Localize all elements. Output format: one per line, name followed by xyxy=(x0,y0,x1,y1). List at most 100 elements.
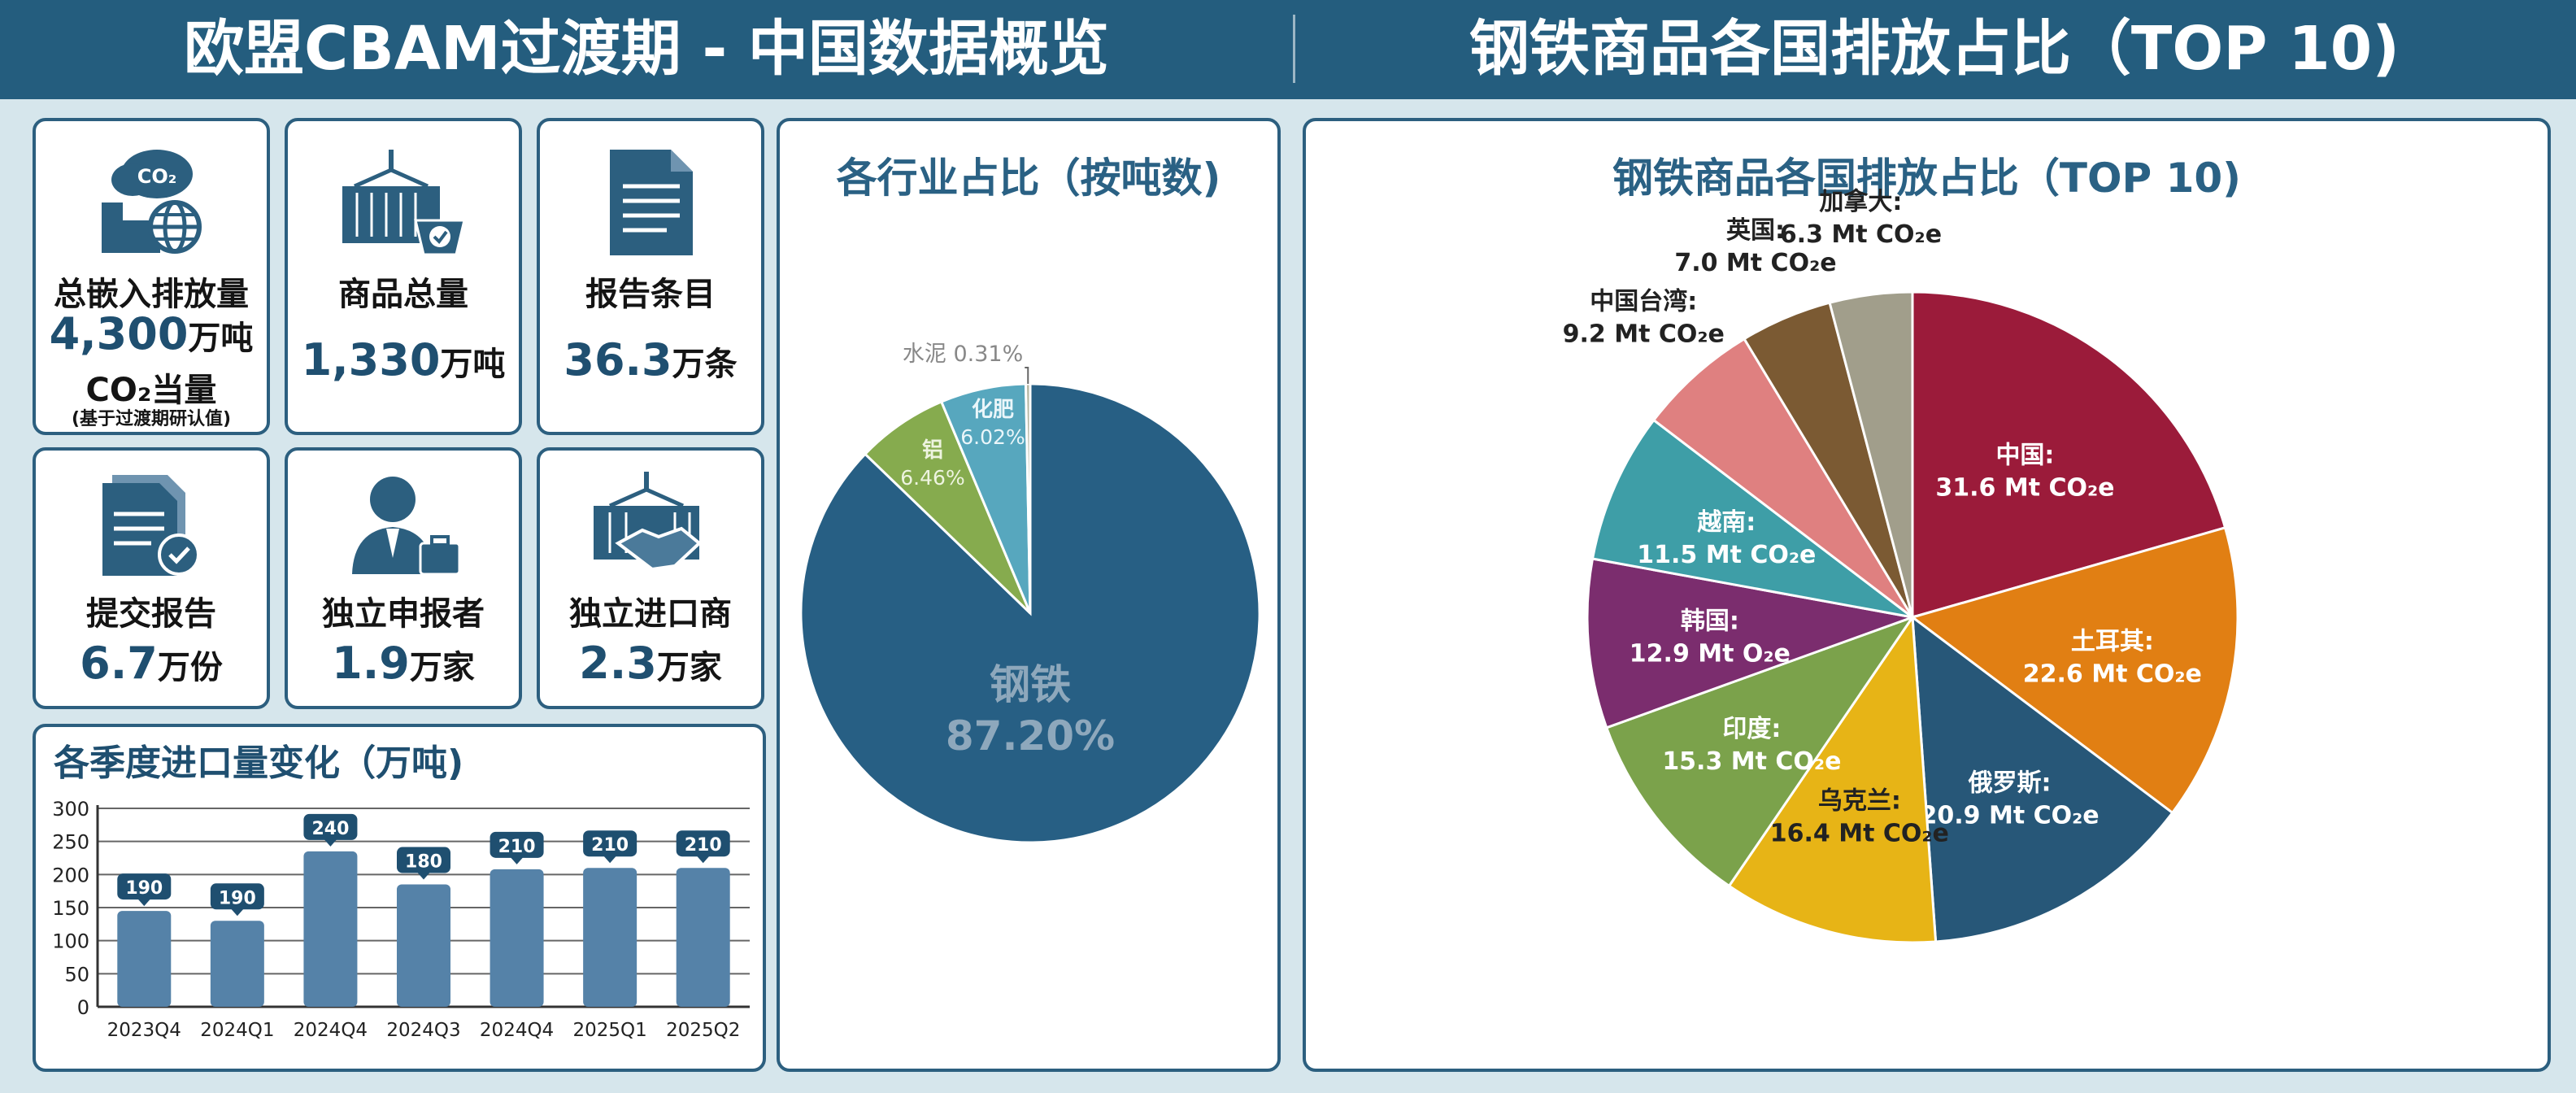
pie-slice-name: 加拿大: xyxy=(1819,188,1902,216)
kpi-label: 报告条目 xyxy=(585,276,716,313)
bar-label-pointer xyxy=(230,908,244,917)
bar-label-pointer xyxy=(137,899,151,907)
y-tick-label: 100 xyxy=(52,930,89,953)
kpi-unit: 万家 xyxy=(656,649,722,686)
pie-slice-name: 韩国: xyxy=(1681,607,1739,636)
pie-slice xyxy=(1911,290,2227,619)
bar-label-pointer xyxy=(324,838,337,847)
y-tick-label: 300 xyxy=(52,798,89,821)
bar xyxy=(490,869,544,1007)
x-tick-label: 2025Q1 xyxy=(573,1020,647,1041)
pie-slice xyxy=(1828,290,1914,618)
bar-label-badge xyxy=(676,830,730,857)
bar-label-badge xyxy=(303,813,358,840)
bar-label-badge xyxy=(583,830,637,857)
kpi-card-submitted-reports: 提交报告 6.7万份 xyxy=(33,447,270,709)
kpi-label: 独立申报者 xyxy=(322,595,485,633)
pie-slice xyxy=(1651,337,1914,619)
right-header-title: 钢铁商品各国排放占比（TOP 10) xyxy=(1469,14,2400,84)
container-handshake-icon xyxy=(594,472,703,572)
bar-label-badge xyxy=(490,831,544,858)
y-tick-label: 200 xyxy=(52,864,89,886)
y-tick-label: 0 xyxy=(77,996,89,1019)
kpi-card-total-emissions: CO₂ 总嵌入排放量 4,300万吨 CO₂当量 (基于过渡期研认值) xyxy=(33,118,270,435)
kpi-number: 1,330 xyxy=(301,334,441,385)
bar-label-badge xyxy=(117,873,172,900)
bar-label-pointer xyxy=(603,856,617,864)
kpi-card-independent-declarants: 独立申报者 1.9万家 xyxy=(285,447,522,709)
sector-pie-title: 各行业占比（按吨数) xyxy=(836,155,1221,202)
bar-data-label: 210 xyxy=(591,835,629,856)
pie-slice xyxy=(1604,615,1916,888)
x-tick-label: 2024Q4 xyxy=(294,1020,368,1041)
bar-data-label: 180 xyxy=(405,852,442,873)
x-tick-label: 2024Q1 xyxy=(200,1020,274,1041)
container-scale-icon xyxy=(342,150,466,256)
bar xyxy=(583,868,637,1007)
bar-data-label: 240 xyxy=(311,819,349,839)
bar-data-label: 190 xyxy=(125,878,163,899)
country-share-panel: 钢铁商品各国排放占比（TOP 10) 中国: 31.6 Mt CO₂e 土耳其: 22… xyxy=(1303,118,2551,1072)
kpi-card-independent-importers: 独立进口商 2.3万家 xyxy=(537,447,764,709)
country-pie-title: 钢铁商品各国排放占比（TOP 10) xyxy=(1612,155,2242,202)
bar-label-pointer xyxy=(696,856,710,864)
pie-slice-name: 土耳其: xyxy=(2071,627,2154,655)
pie-slice-callout: 水泥 0.31% xyxy=(903,342,1023,367)
header-divider xyxy=(1293,15,1295,83)
kpi-number: 4,300 xyxy=(49,308,189,359)
bar-data-label: 210 xyxy=(498,837,536,857)
pie-slice xyxy=(1727,613,1938,944)
bar xyxy=(303,851,358,1007)
pie-slice-name: 英国: xyxy=(1726,216,1785,245)
y-tick-label: 250 xyxy=(52,831,89,854)
svg-text:CO₂: CO₂ xyxy=(137,165,177,188)
kpi-label: 总嵌入排放量 xyxy=(54,276,249,313)
callout-value: 0.31% xyxy=(953,342,1023,367)
bar-chart: 0 50 100 150 200 250 300 190 2023Q4 190 2024Q1 240 2… xyxy=(52,798,750,1041)
bar xyxy=(397,884,450,1007)
pie-slice-name: 乌克兰: xyxy=(1818,786,1901,815)
kpi-label: 提交报告 xyxy=(86,595,216,633)
pie-slice xyxy=(1586,557,1917,729)
bar-label-pointer xyxy=(417,872,430,880)
pie-slice xyxy=(1911,614,2174,943)
pie-slice-name: 铝 xyxy=(922,438,943,463)
document-icon xyxy=(610,150,693,255)
country-pie-chart: 中国: 31.6 Mt CO₂e 土耳其: 22.6 Mt CO₂e 俄罗斯: 20.9 … xyxy=(1563,188,2239,944)
kpi-unit: 万吨 xyxy=(188,320,254,357)
pie-slice xyxy=(863,400,1032,615)
pie-slice-value: 22.6 Mt CO₂e xyxy=(2023,660,2202,688)
pie-slice xyxy=(1590,418,1913,619)
bar-label-pointer xyxy=(510,856,524,864)
pie-slice-value: 6.46% xyxy=(900,466,964,490)
left-header-title: 欧盟CBAM过渡期 - 中国数据概览 xyxy=(184,14,1109,84)
pie-leader-line xyxy=(1025,367,1029,385)
quarterly-import-panel: 各季度进口量变化（万吨) 0 50 100 150 200 250 300 190 2023Q4… xyxy=(33,724,766,1072)
kpi-value: 6.7万份 xyxy=(36,638,267,689)
x-tick-label: 2025Q2 xyxy=(666,1020,740,1041)
kpi-card-commodity-total: 商品总量 1,330万吨 xyxy=(285,118,522,435)
kpi-unit: 万份 xyxy=(157,649,223,686)
kpi-label: 独立进口商 xyxy=(569,595,732,633)
pie-slice-name: 越南: xyxy=(1697,508,1756,537)
pie-slice-name: 化肥 xyxy=(972,398,1014,422)
pie-slice-name: 俄罗斯: xyxy=(1968,769,2052,798)
pie-slice-value: 15.3 Mt CO₂e xyxy=(1662,747,1841,776)
pie-slice-name: 钢铁 xyxy=(990,661,1071,708)
bar-label-badge xyxy=(210,883,264,910)
kpi-card-report-entries: 报告条目 36.3万条 xyxy=(537,118,764,435)
x-tick-label: 2024Q3 xyxy=(386,1020,460,1041)
bar-chart-title: 各季度进口量变化（万吨) xyxy=(54,742,464,784)
pie-slice-name: 印度: xyxy=(1722,715,1781,743)
sector-share-panel: 各行业占比（按吨数) 钢铁 87.20% 铝 6.46% 化肥 6.02% 水泥 0.31% xyxy=(777,118,1281,1072)
kpi-number: 36.3 xyxy=(564,334,672,385)
kpi-number: 6.7 xyxy=(80,638,158,689)
callout-name: 水泥 xyxy=(903,342,954,367)
pie-slice-value: 20.9 Mt CO₂e xyxy=(1921,802,2100,830)
kpi-unit: 万条 xyxy=(672,346,738,383)
bar xyxy=(117,911,172,1007)
pie-slice-value: 6.02% xyxy=(960,425,1025,449)
co2-factory-icon: CO₂ xyxy=(102,150,202,254)
kpi-value: 36.3万条 xyxy=(540,334,761,385)
